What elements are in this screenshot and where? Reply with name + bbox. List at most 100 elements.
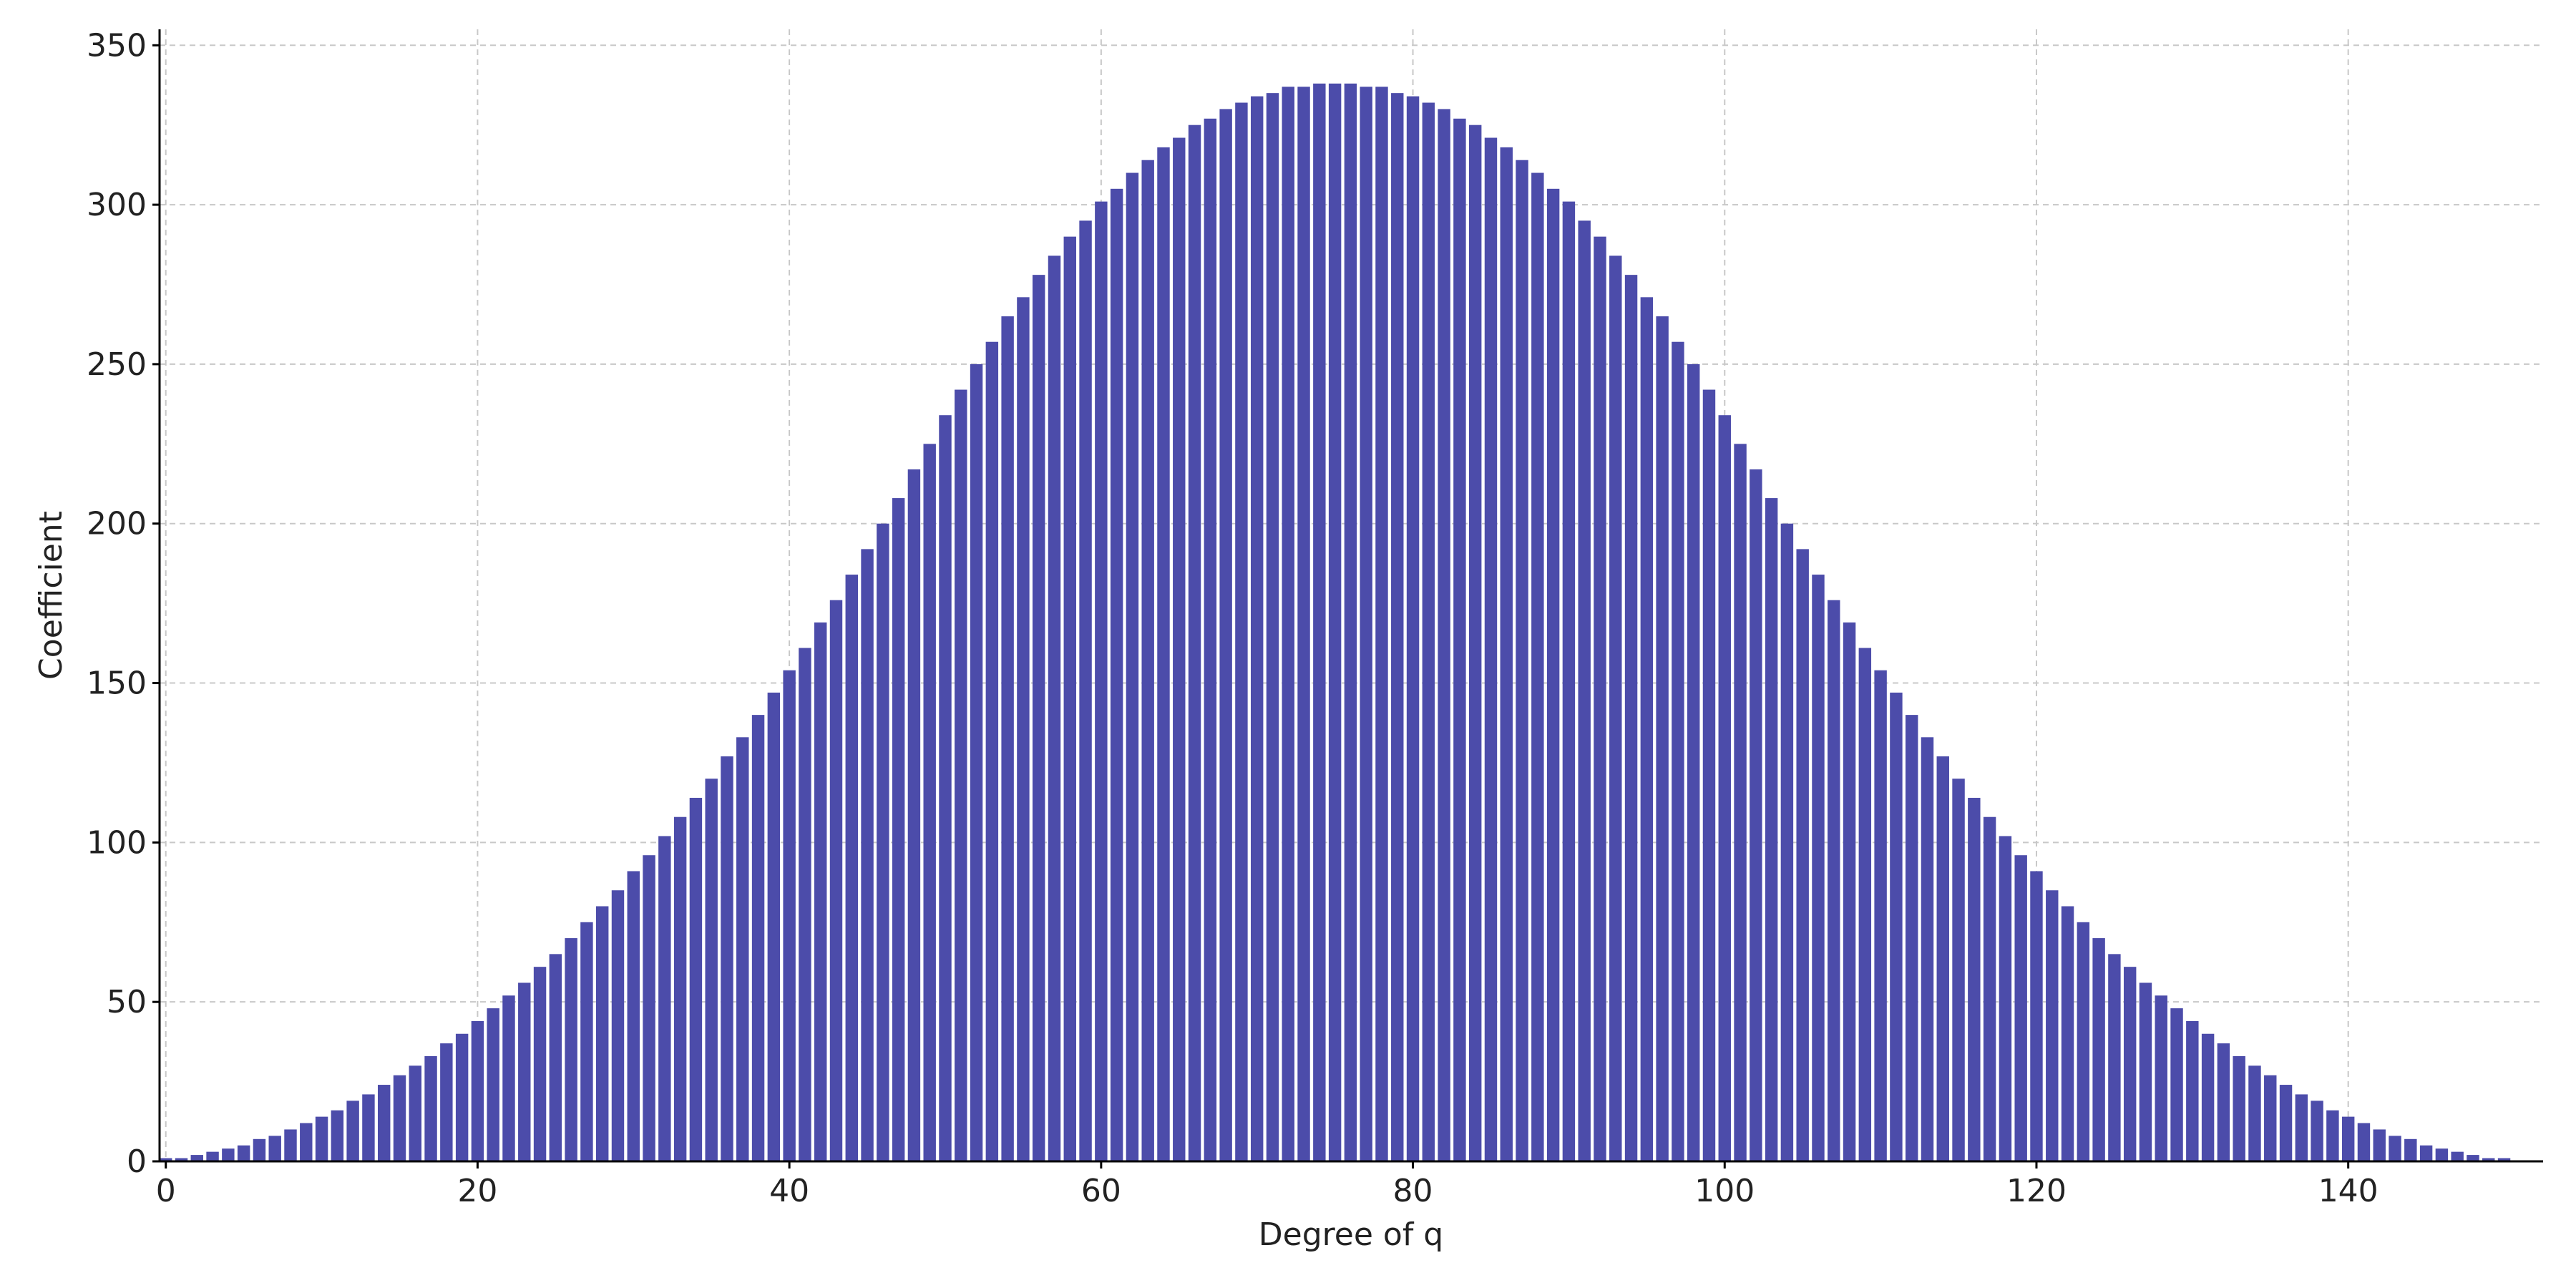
bar: [985, 341, 999, 1161]
bar: [721, 756, 733, 1161]
bar: [1282, 87, 1294, 1161]
bar: [1780, 523, 1794, 1161]
bar: [2404, 1138, 2417, 1161]
y-tick-label: 300: [87, 187, 147, 223]
bar: [549, 954, 562, 1161]
bar: [1609, 255, 1622, 1161]
y-axis-label: Coefficient: [33, 511, 69, 680]
bar: [1983, 816, 1996, 1161]
bar: [2373, 1129, 2386, 1161]
bar: [409, 1065, 421, 1161]
bar: [1095, 201, 1108, 1162]
bar: [1796, 549, 1809, 1161]
bar: [2341, 1116, 2355, 1161]
bar: [2311, 1101, 2323, 1161]
bar: [643, 855, 655, 1161]
bar: [1765, 498, 1778, 1161]
y-tick-label: 250: [87, 346, 147, 383]
bar: [1422, 102, 1435, 1162]
bar: [861, 549, 874, 1161]
bar: [487, 1008, 499, 1161]
y-tick-label: 200: [87, 506, 147, 542]
bar: [2170, 1008, 2183, 1161]
bar: [829, 600, 843, 1161]
bar: [2217, 1043, 2230, 1161]
bar: [268, 1136, 281, 1161]
bar: [2092, 938, 2105, 1161]
bar: [1001, 316, 1014, 1161]
bar: [1468, 125, 1482, 1161]
bar: [736, 737, 749, 1161]
bar: [1438, 109, 1450, 1161]
bar: [2014, 855, 2027, 1161]
x-tick-label: 140: [2318, 1173, 2379, 1209]
x-axis-label: Degree of q: [1259, 1216, 1443, 1253]
bar: [1079, 220, 1092, 1162]
bar: [1204, 118, 1217, 1161]
bar: [1219, 109, 1232, 1161]
bar: [502, 995, 515, 1161]
bar: [1640, 297, 1654, 1161]
bar: [222, 1148, 235, 1161]
bar: [1656, 316, 1669, 1161]
bar: [1063, 236, 1076, 1161]
bar: [1110, 188, 1123, 1161]
bar: [1594, 236, 1606, 1161]
bar: [814, 622, 827, 1161]
y-tick-label: 150: [87, 665, 147, 702]
bars: [160, 83, 2511, 1162]
bar: [1297, 87, 1310, 1161]
bar: [783, 670, 796, 1161]
bar: [1173, 137, 1186, 1161]
bar: [440, 1043, 453, 1161]
bar: [1157, 147, 1170, 1161]
bar: [673, 816, 687, 1161]
bar: [1905, 715, 1918, 1161]
bar: [455, 1033, 469, 1161]
bar: [190, 1155, 203, 1161]
bar: [1687, 364, 1700, 1161]
bar: [1344, 83, 1357, 1162]
bar: [1484, 137, 1498, 1161]
bar: [175, 1158, 188, 1161]
bar: [595, 906, 609, 1161]
x-tick-label: 120: [2006, 1173, 2067, 1209]
bar: [1017, 297, 1030, 1161]
bar: [2279, 1085, 2293, 1161]
bar: [1734, 444, 1747, 1161]
bar: [1188, 125, 1201, 1161]
bar: [2389, 1136, 2401, 1161]
bar: [1718, 415, 1731, 1161]
bar: [1890, 692, 1903, 1161]
bar: [206, 1151, 219, 1161]
bar: [970, 364, 983, 1161]
bar: [1516, 160, 1528, 1162]
bar: [284, 1129, 297, 1161]
bar: [2030, 871, 2043, 1161]
bar: [1562, 201, 1576, 1162]
bar: [1843, 622, 1856, 1161]
bar: [627, 871, 640, 1161]
bar: [2467, 1155, 2479, 1161]
bar: [300, 1123, 313, 1161]
bar: [845, 575, 858, 1161]
bar: [2451, 1151, 2464, 1161]
y-tick-label: 100: [87, 824, 147, 861]
bar: [1375, 87, 1388, 1161]
bar: [751, 715, 765, 1161]
bar: [2482, 1158, 2495, 1161]
bar: [767, 692, 781, 1161]
bar: [955, 389, 967, 1162]
bar: [1500, 147, 1513, 1161]
bar: [2435, 1148, 2449, 1161]
bar: [1126, 172, 1139, 1162]
bar: [1360, 87, 1372, 1161]
bar: [1266, 93, 1279, 1162]
bar: [658, 836, 671, 1161]
x-tick-label: 20: [457, 1173, 497, 1209]
bar: [611, 890, 625, 1161]
bar: [1250, 96, 1264, 1161]
bar: [2046, 890, 2059, 1161]
bar: [892, 498, 905, 1161]
bar: [2248, 1065, 2261, 1161]
